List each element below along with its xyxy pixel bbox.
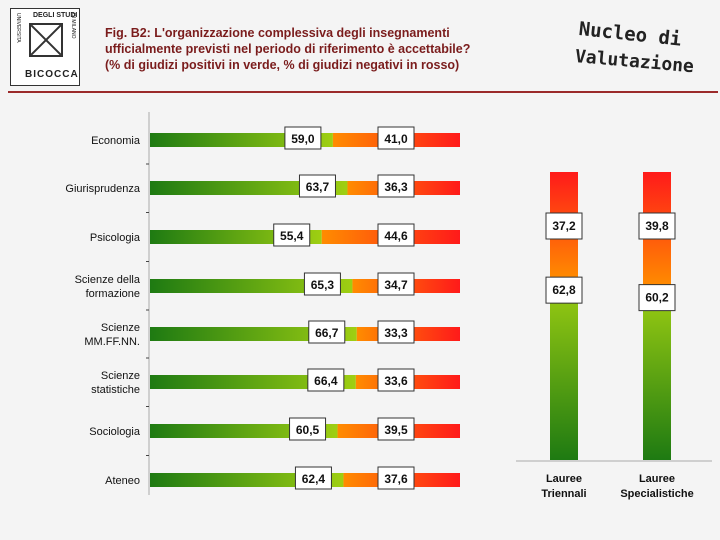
value-box-negative (377, 417, 415, 441)
value-label-positive: 60,2 (645, 291, 669, 305)
category-label: Lauree Specialistiche (620, 473, 693, 500)
value-box-positive (308, 320, 346, 344)
value-box-negative (638, 212, 676, 240)
value-box-negative (377, 126, 415, 150)
value-label-positive: 60,5 (296, 423, 320, 437)
value-box-positive (273, 223, 311, 247)
category-label: Psicologia (90, 232, 141, 244)
value-box-negative (377, 466, 415, 490)
value-label-positive: 63,7 (306, 180, 330, 194)
bar-positive (150, 375, 356, 389)
category-label: Ateneo (105, 475, 140, 487)
value-label-positive: 66,7 (315, 326, 339, 340)
value-label-positive: 62,8 (552, 283, 576, 297)
value-label-negative: 37,6 (384, 472, 408, 486)
value-label-negative: 33,6 (384, 374, 408, 388)
category-label: Giurisprudenza (65, 183, 140, 195)
horizontal-chart: Economia 59,0 41,0 Giurisprudenza 63,7 36,3 Ps… (65, 112, 460, 495)
value-box-negative (377, 174, 415, 198)
header-rule (8, 91, 718, 93)
value-box-positive (638, 284, 676, 312)
title-line-3: (% di giudizi positivi in verde, % di gi… (105, 58, 460, 72)
value-box-positive (289, 417, 327, 441)
value-box-positive (545, 276, 583, 304)
value-box-negative (377, 320, 415, 344)
value-label-negative: 36,3 (384, 180, 408, 194)
value-label-negative: 37,2 (552, 219, 576, 233)
value-label-negative: 33,3 (384, 326, 408, 340)
value-box-negative (377, 223, 415, 247)
category-label: Sociologia (89, 426, 141, 438)
category-label: Scienze statistiche (91, 370, 140, 396)
value-box-positive (307, 368, 345, 392)
value-box-positive (298, 174, 336, 198)
value-label-negative: 44,6 (384, 229, 408, 243)
bar-positive (150, 279, 353, 293)
value-label-negative: 39,5 (384, 423, 408, 437)
bar-positive (150, 181, 348, 195)
value-label-positive: 55,4 (280, 229, 304, 243)
value-box-negative (377, 368, 415, 392)
value-label-positive: 66,4 (314, 374, 338, 388)
value-label-negative: 34,7 (384, 278, 408, 292)
value-box-negative (377, 272, 415, 296)
bar-positive (643, 286, 671, 460)
logo-right-text: DI MILANO (70, 13, 76, 39)
category-label: Scienze MM.FF.NN. (84, 322, 140, 348)
value-box-positive (294, 466, 332, 490)
bar-positive (550, 279, 578, 460)
vertical-chart: 62,8 37,2 Lauree Triennali 60,2 39,8 Lauree Spe… (516, 172, 712, 500)
value-label-positive: 62,4 (302, 472, 326, 486)
value-box-positive (284, 126, 322, 150)
value-label-positive: 65,3 (311, 278, 335, 292)
figure-title: Fig. B2: L'organizzazione complessiva de… (105, 25, 545, 73)
value-box-positive (303, 272, 341, 296)
category-label: Scienze della formazione (75, 274, 141, 300)
logo-word: BICOCCA (25, 69, 79, 80)
university-logo: UNIVERSITA DI MILANO DEGLI STUDI BICOCCA (10, 8, 80, 86)
logo-emblem-icon (29, 23, 63, 57)
value-label-negative: 41,0 (384, 132, 408, 146)
logo-left-text: UNIVERSITA (15, 13, 21, 43)
value-label-positive: 59,0 (291, 132, 315, 146)
value-label-negative: 39,8 (645, 219, 669, 233)
value-box-negative (545, 212, 583, 240)
title-line-2: ufficialmente previsti nel periodo di ri… (105, 42, 471, 56)
category-label: Economia (91, 135, 141, 147)
category-label: Lauree Triennali (541, 473, 586, 500)
bar-positive (150, 327, 357, 341)
logo-top-text: DEGLI STUDI (33, 12, 78, 19)
title-line-1: Fig. B2: L'organizzazione complessiva de… (105, 26, 450, 40)
